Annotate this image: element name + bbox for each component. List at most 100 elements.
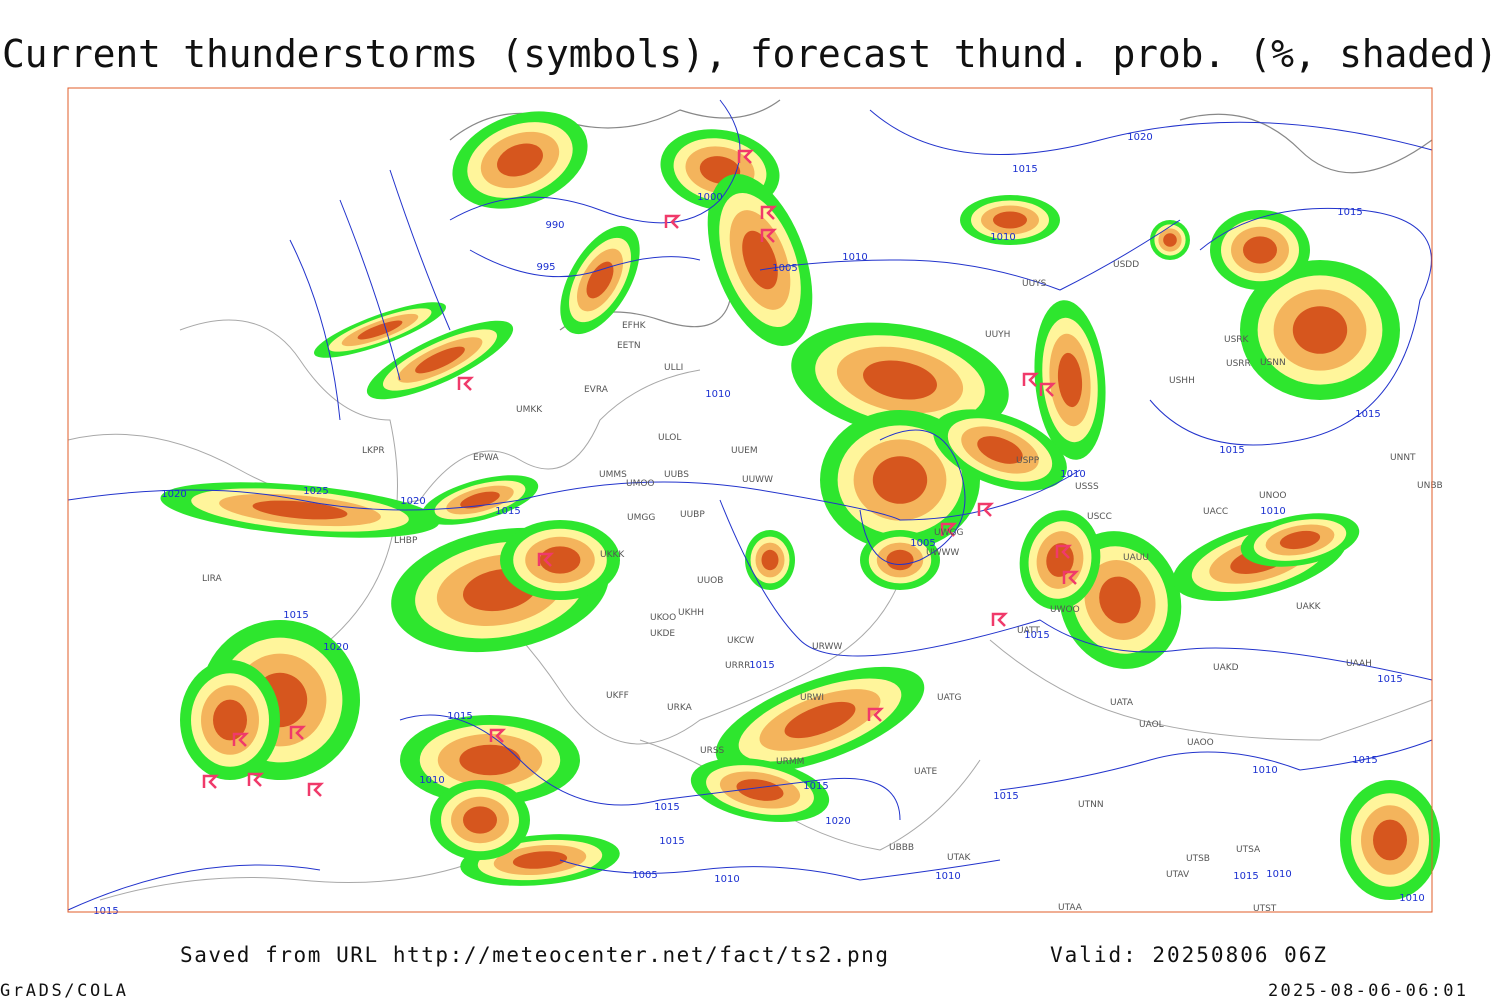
storm-symbol <box>1062 570 1080 585</box>
probability-area <box>213 699 247 741</box>
map-border <box>67 87 1433 913</box>
station-label: UKHH <box>678 608 704 618</box>
station-label: UUYH <box>985 330 1010 340</box>
storm-symbol <box>940 522 958 537</box>
probability-area <box>252 500 348 520</box>
storm-symbol <box>867 707 885 722</box>
station-label: EVRA <box>584 385 609 395</box>
isobar-label: 1020 <box>825 816 850 827</box>
probability-area <box>463 806 497 834</box>
probability-area <box>415 346 465 374</box>
isobar-label: 1020 <box>1127 132 1152 143</box>
probability-area <box>1279 530 1321 550</box>
station-label: USRK <box>1224 335 1250 345</box>
isobar-label: 1015 <box>1337 207 1362 218</box>
isobar-label: 1005 <box>910 538 935 549</box>
isobar-label: 1015 <box>1024 630 1049 641</box>
border <box>989 639 1433 741</box>
station-label: USHH <box>1169 376 1195 386</box>
probability-area <box>761 549 779 571</box>
isobar-label: 1010 <box>935 871 960 882</box>
isobar-label: 1005 <box>632 870 657 881</box>
station-label: LHBP <box>394 536 418 546</box>
probability-area <box>1292 306 1348 354</box>
isobar-label: 1010 <box>990 232 1015 243</box>
storm-symbol <box>1039 382 1057 397</box>
isobar-label: 1010 <box>1252 765 1277 776</box>
station-label: UUEM <box>731 446 758 456</box>
station-label: EFHK <box>622 321 647 331</box>
storm-symbol <box>247 772 265 787</box>
isobar <box>999 739 1433 791</box>
border <box>67 369 701 507</box>
isobar <box>399 714 901 821</box>
isobar-label: 1010 <box>714 874 739 885</box>
isobar-label: 1020 <box>400 496 425 507</box>
storm-symbol <box>202 774 220 789</box>
station-label: UNNT <box>1390 453 1416 463</box>
isobar <box>719 499 1433 681</box>
station-label: UBBB <box>889 843 914 853</box>
probability-area <box>1243 236 1277 264</box>
isobar-label: 1025 <box>303 486 328 497</box>
station-label: USPP <box>1016 456 1040 466</box>
isobar-label: 1015 <box>659 836 684 847</box>
isobar-label: 1015 <box>283 610 308 621</box>
isobar-label: 1010 <box>1399 893 1424 904</box>
station-label: UUBP <box>680 510 705 520</box>
station-label: UMKK <box>516 405 543 415</box>
isobar-label: 1010 <box>1260 506 1285 517</box>
storm-symbol <box>1055 544 1073 559</box>
station-label: UKCW <box>727 636 754 646</box>
storm-symbol <box>977 502 995 517</box>
title: Current thunderstorms (symbols), forecas… <box>2 32 1498 76</box>
isobar-label: 1010 <box>1060 469 1085 480</box>
probability-area <box>586 261 614 299</box>
station-label: UWOO <box>1050 605 1080 615</box>
isobars <box>67 99 1433 911</box>
isobar-label: 1015 <box>495 506 520 517</box>
station-label: UTSA <box>1236 845 1261 855</box>
isobar <box>869 109 1433 156</box>
station-label: UTAV <box>1166 870 1190 880</box>
station-label: ULLI <box>664 363 683 373</box>
probability-area <box>1373 819 1407 861</box>
station-label: URWW <box>812 642 842 652</box>
station-label: UACC <box>1203 507 1228 517</box>
coastline <box>1179 113 1433 174</box>
isobar-label: 995 <box>536 262 555 273</box>
isobar <box>859 429 966 565</box>
isobar <box>469 249 701 278</box>
storm-symbol <box>537 552 555 567</box>
isobar <box>759 219 1181 291</box>
storm-symbol <box>289 725 307 740</box>
station-label: UAUU <box>1123 553 1149 563</box>
isobar <box>1149 207 1432 446</box>
isobar-label: 1015 <box>803 781 828 792</box>
station-label: UKDE <box>650 629 675 639</box>
storm-symbol <box>232 732 250 747</box>
isobar-label: 1020 <box>161 489 186 500</box>
isobar-label: 1015 <box>447 711 472 722</box>
isobar-label: 1010 <box>842 252 867 263</box>
station-label: UUYS <box>1022 279 1047 289</box>
isobar-label: 1010 <box>1266 869 1291 880</box>
station-label: UTSB <box>1186 854 1210 864</box>
probability-area <box>1163 233 1177 247</box>
probability-area <box>1046 543 1074 577</box>
station-label: URSS <box>700 746 725 756</box>
station-label: URWI <box>800 693 824 703</box>
station-label: UAAH <box>1346 659 1372 669</box>
storm-symbol <box>457 376 475 391</box>
isobar-label: 1020 <box>323 642 348 653</box>
isobar <box>289 169 451 421</box>
station-label: USRR <box>1226 359 1251 369</box>
isobar-label: 1015 <box>1219 445 1244 456</box>
station-label: URMM <box>776 757 804 767</box>
probability-area <box>357 320 403 340</box>
station-label: LKPR <box>362 446 385 456</box>
station-label: LIRA <box>202 574 223 584</box>
station-label: UMMS <box>599 470 627 480</box>
isobar-label: 1015 <box>1352 755 1377 766</box>
isobar <box>67 864 321 911</box>
